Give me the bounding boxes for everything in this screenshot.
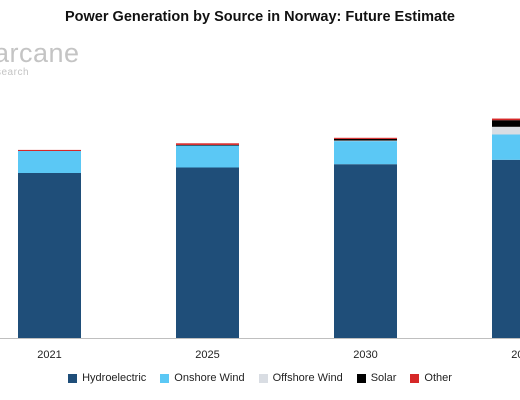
legend-item-other: Other bbox=[410, 372, 452, 384]
bar-solar-2025 bbox=[176, 144, 239, 146]
x-tick-label-2021: 2021 bbox=[37, 349, 61, 361]
x-tick-label-2025: 2025 bbox=[195, 349, 219, 361]
x-tick-label-2030: 2030 bbox=[353, 349, 377, 361]
legend: Hydroelectric Onshore Wind Offshore Wind So… bbox=[0, 372, 520, 384]
legend-item-solar: Solar bbox=[356, 372, 397, 384]
legend-swatch-offshore-wind bbox=[258, 373, 268, 383]
legend-swatch-other bbox=[410, 373, 420, 383]
bar-offshore-wind-2035 bbox=[492, 126, 520, 135]
watermark-logo: arcane search bbox=[0, 40, 80, 79]
legend-label-onshore-wind: Onshore Wind bbox=[174, 372, 245, 384]
legend-label-hydroelectric: Hydroelectric bbox=[82, 372, 147, 384]
chart-title: Power Generation by Source in Norway: Fu… bbox=[65, 9, 455, 25]
bar-other-2030 bbox=[334, 137, 397, 139]
bar-onshore-wind-2025 bbox=[176, 145, 239, 168]
legend-item-hydroelectric: Hydroelectric bbox=[68, 372, 146, 384]
legend-label-solar: Solar bbox=[370, 372, 397, 384]
bar-hydroelectric-2030 bbox=[334, 164, 397, 338]
bar-other-2025 bbox=[176, 143, 239, 145]
x-tick-label-2035: 2035 bbox=[511, 349, 520, 361]
bar-solar-2030 bbox=[334, 138, 397, 141]
bar-onshore-wind-2035 bbox=[492, 134, 520, 160]
bar-offshore-wind-2030 bbox=[334, 140, 397, 142]
legend-label-other: Other bbox=[424, 372, 452, 384]
legend-swatch-solar bbox=[356, 373, 366, 383]
legend-swatch-onshore-wind bbox=[160, 373, 170, 383]
bar-hydroelectric-2021 bbox=[18, 173, 81, 338]
watermark-sub-text: search bbox=[0, 67, 30, 78]
bar-hydroelectric-2025 bbox=[176, 167, 239, 338]
legend-item-onshore-wind: Onshore Wind bbox=[160, 372, 245, 384]
bar-other-2035 bbox=[492, 118, 520, 121]
x-tick-labels: 2021 2025 2030 2035 bbox=[37, 349, 520, 361]
legend-item-offshore-wind: Offshore Wind bbox=[258, 372, 343, 384]
legend-label-offshore-wind: Offshore Wind bbox=[272, 372, 343, 384]
legend-swatch-hydroelectric bbox=[68, 373, 78, 383]
bar-hydroelectric-2035 bbox=[492, 159, 520, 338]
bar-onshore-wind-2021 bbox=[18, 151, 81, 173]
bars-layer bbox=[18, 118, 520, 338]
bar-solar-2035 bbox=[492, 120, 520, 127]
watermark-main-text: arcane bbox=[0, 38, 80, 68]
bar-other-2021 bbox=[18, 149, 81, 151]
bar-onshore-wind-2030 bbox=[334, 141, 397, 165]
